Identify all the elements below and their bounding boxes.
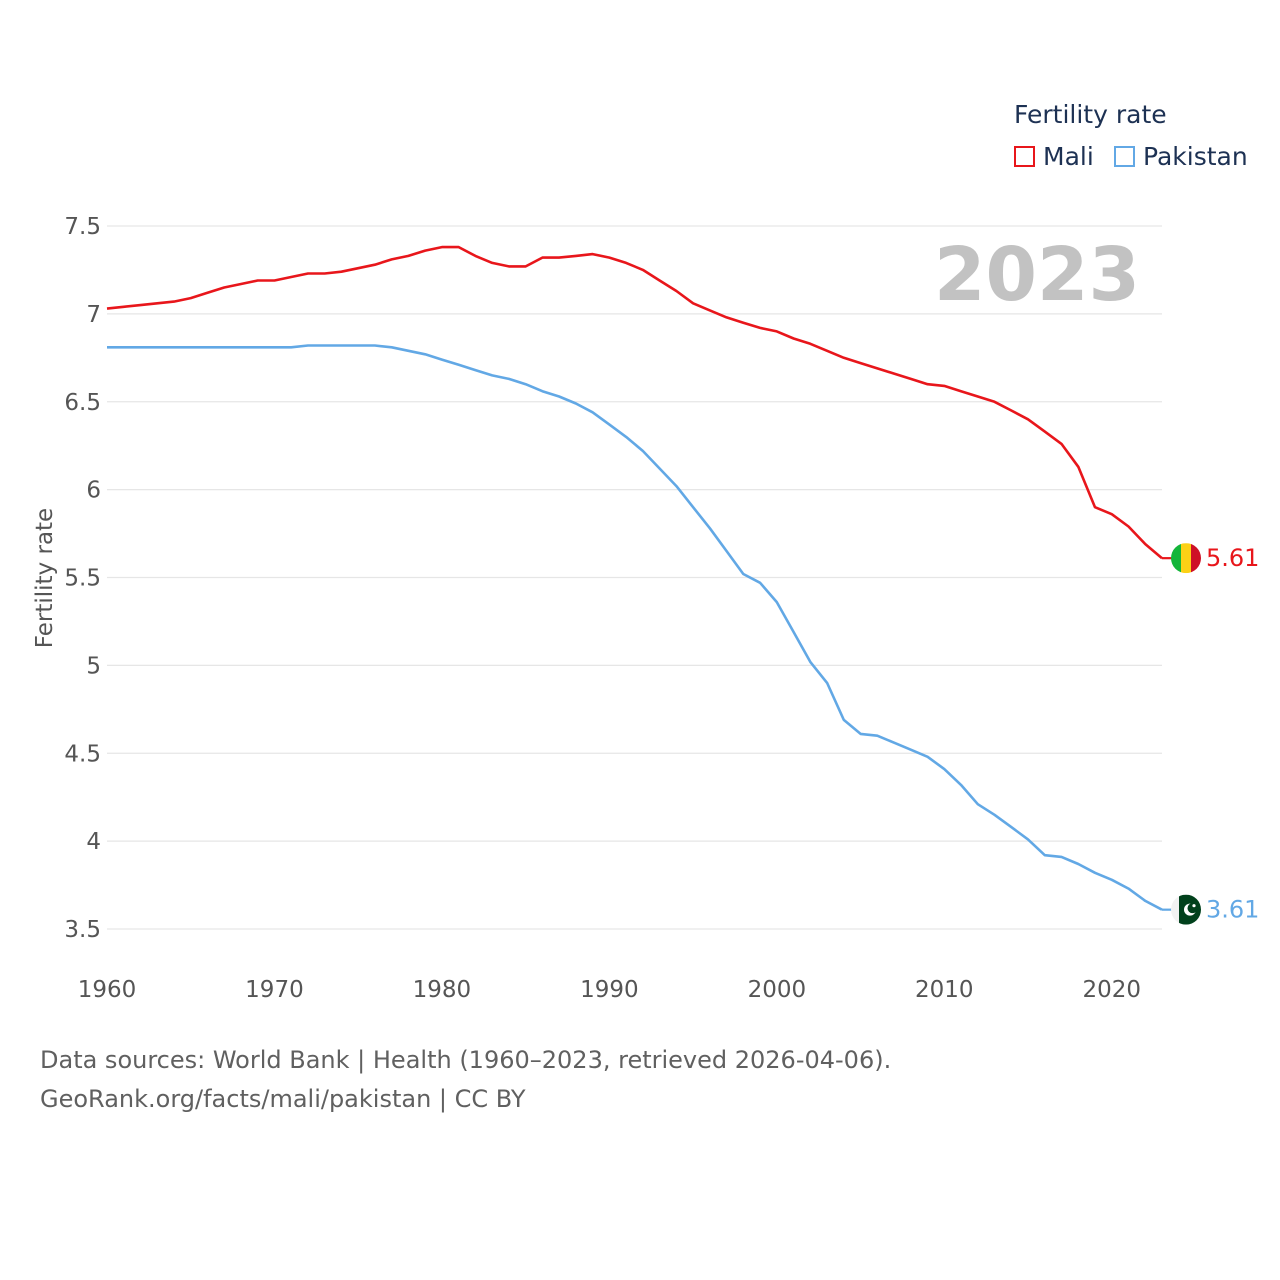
legend-item-pakistan[interactable]: Pakistan bbox=[1114, 142, 1248, 171]
legend-label-pakistan: Pakistan bbox=[1143, 142, 1248, 171]
legend-title: Fertility rate bbox=[1014, 100, 1167, 129]
x-axis: 1960 1970 1980 1990 2000 2010 2020 bbox=[78, 977, 1141, 1003]
x-tick-label: 1970 bbox=[245, 977, 304, 1003]
x-tick-label: 2020 bbox=[1082, 977, 1141, 1003]
y-axis-title: Fertility rate bbox=[32, 508, 58, 648]
gridlines bbox=[107, 225, 1162, 930]
pakistan-flag-icon bbox=[1171, 894, 1201, 925]
end-label-mali: 5.61 bbox=[1206, 544, 1259, 572]
y-tick-label: 4 bbox=[86, 829, 101, 855]
x-tick-label: 2000 bbox=[748, 977, 807, 1003]
y-axis: 3.5 4 4.5 5 5.5 6 6.5 7 7.5 bbox=[64, 214, 101, 943]
footer-credit[interactable]: GeoRank.org/facts/mali/pakistan | CC BY bbox=[40, 1085, 526, 1113]
y-tick-label: 7 bbox=[86, 302, 101, 328]
legend-item-mali[interactable]: Mali bbox=[1014, 142, 1094, 171]
y-tick-label: 7.5 bbox=[64, 214, 101, 240]
x-tick-label: 1990 bbox=[580, 977, 639, 1003]
x-tick-label: 1960 bbox=[78, 977, 137, 1003]
legend-swatch-mali bbox=[1014, 146, 1035, 167]
y-tick-label: 4.5 bbox=[64, 741, 101, 767]
end-label-pakistan: 3.61 bbox=[1206, 896, 1259, 924]
x-tick-label: 1980 bbox=[413, 977, 472, 1003]
y-tick-label: 5.5 bbox=[64, 566, 101, 592]
mali-flag-icon bbox=[1171, 543, 1201, 574]
y-tick-label: 3.5 bbox=[64, 917, 101, 943]
end-markers: 5.61 3.61 bbox=[1162, 543, 1259, 925]
year-label: 2023 bbox=[934, 232, 1140, 318]
y-tick-label: 6 bbox=[86, 478, 101, 504]
x-tick-label: 2010 bbox=[915, 977, 974, 1003]
series-line-pakistan[interactable] bbox=[107, 344, 1163, 911]
footer-sources: Data sources: World Bank | Health (1960–… bbox=[40, 1046, 892, 1074]
series-line-mali[interactable] bbox=[106, 245, 1163, 560]
legend-label-mali: Mali bbox=[1043, 142, 1094, 171]
series-lines bbox=[106, 245, 1163, 911]
y-tick-label: 6.5 bbox=[64, 390, 101, 416]
legend-swatch-pakistan bbox=[1114, 146, 1135, 167]
y-tick-label: 5 bbox=[86, 653, 101, 679]
